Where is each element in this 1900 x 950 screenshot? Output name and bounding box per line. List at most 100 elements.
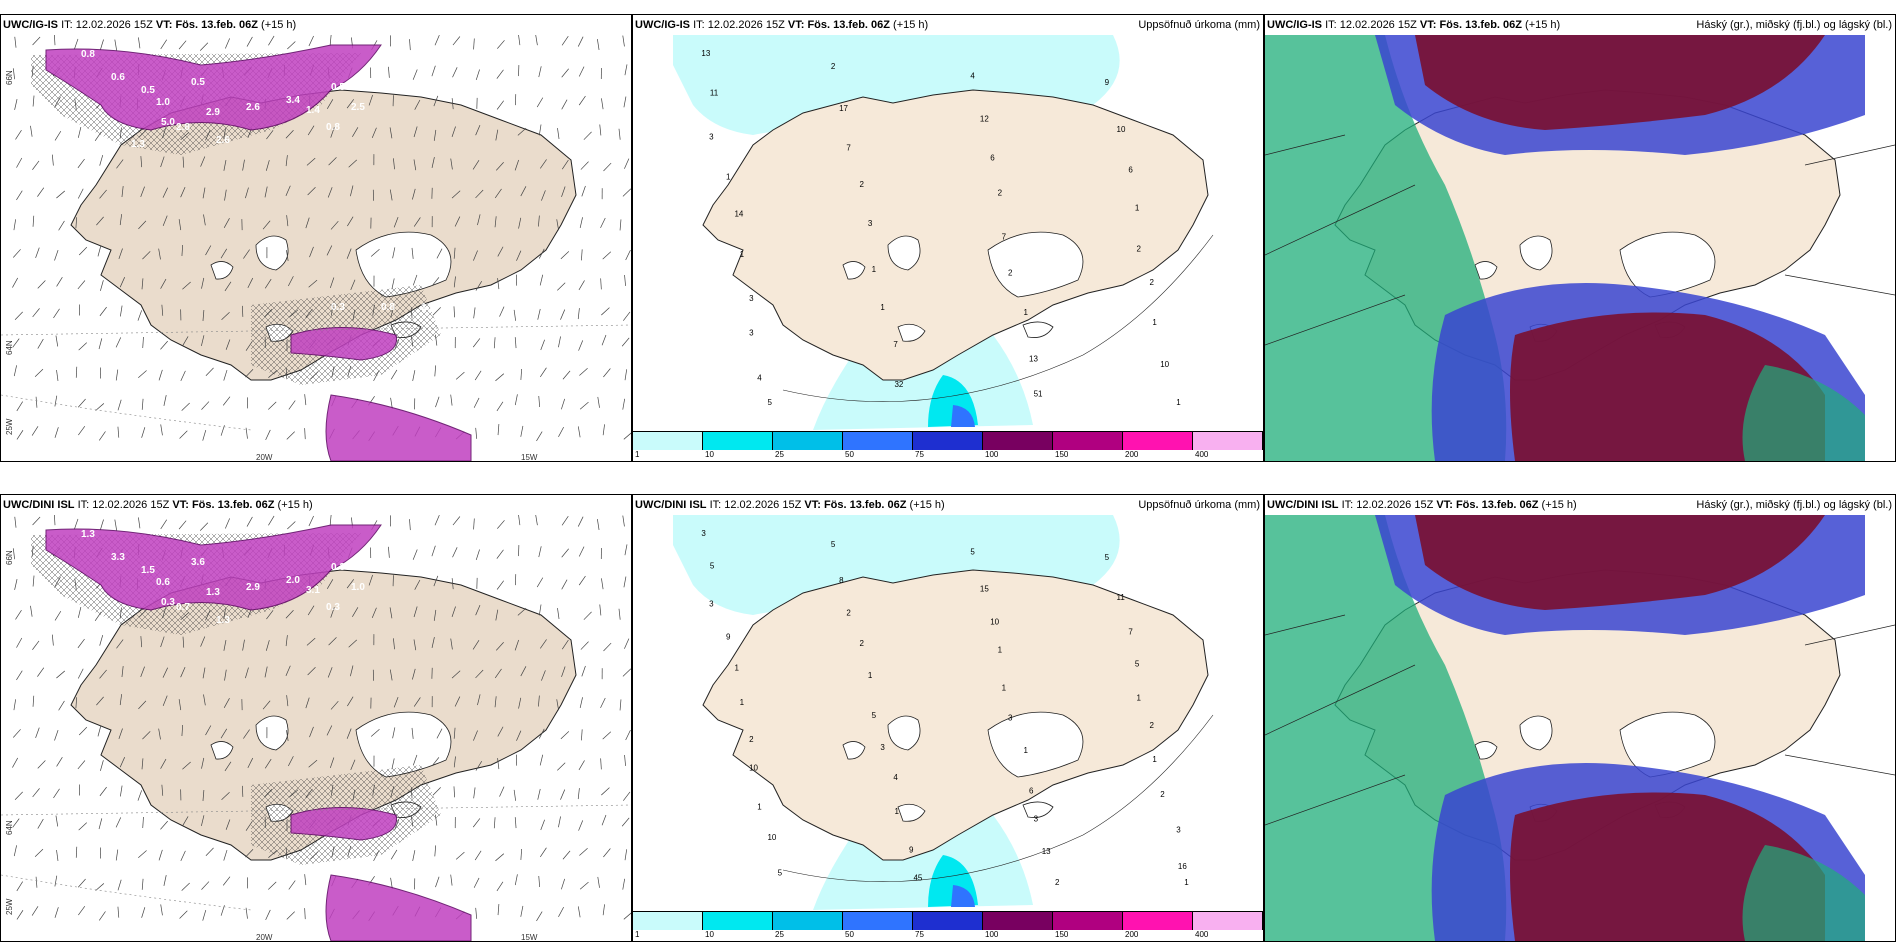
data-value-label: 0.3 bbox=[326, 602, 340, 613]
data-value-label: 0.8 bbox=[381, 302, 395, 313]
wind-barb bbox=[15, 610, 22, 620]
map-canvas[interactable]: 1.3 3.4 3.3 3.6 2.0 1.3 2.9 3.1 1.0 0.7 1.5 0.6 0.3 0… bbox=[1, 514, 631, 941]
wind-barb bbox=[433, 129, 437, 141]
wind-barb bbox=[224, 761, 232, 772]
colorbar-segment bbox=[773, 432, 843, 450]
wind-barb bbox=[286, 250, 289, 261]
data-value-label: 3 bbox=[868, 219, 873, 228]
wind-barb bbox=[556, 219, 559, 231]
wind-barb bbox=[579, 697, 583, 709]
colorbar-tick-label: 400 bbox=[1195, 930, 1209, 939]
wind-barb bbox=[138, 370, 147, 378]
wind-barb bbox=[346, 728, 352, 739]
wind-barb bbox=[577, 906, 581, 918]
data-value-label: 3.1 bbox=[306, 585, 320, 596]
wind-barb bbox=[142, 817, 144, 829]
wind-barb bbox=[539, 274, 544, 286]
wind-barb bbox=[475, 549, 480, 561]
wind-barb bbox=[410, 815, 414, 827]
precip-colorbar: 1 10 25 50 75 100 150 200 400 bbox=[633, 431, 1263, 461]
data-value-label: 1 bbox=[740, 250, 745, 259]
wind-barb bbox=[623, 96, 627, 108]
wind-barb bbox=[388, 66, 390, 78]
wind-barb bbox=[37, 760, 46, 769]
data-value-label: 3 bbox=[749, 328, 754, 337]
wind-barb bbox=[557, 282, 566, 291]
wind-barb bbox=[310, 851, 319, 860]
wind-barb bbox=[99, 519, 104, 531]
data-value-label: 3 bbox=[709, 599, 714, 608]
wind-barb bbox=[35, 876, 38, 888]
wind-barb bbox=[577, 36, 584, 47]
wind-barb bbox=[578, 760, 585, 771]
data-value-label: 3 bbox=[1176, 826, 1181, 835]
wind-barb bbox=[160, 156, 165, 168]
colorbar-tick-label: 200 bbox=[1125, 450, 1139, 459]
wind-barb bbox=[583, 131, 592, 140]
wind-barb bbox=[453, 276, 456, 288]
wind-barb bbox=[77, 188, 84, 199]
map-canvas[interactable] bbox=[1265, 35, 1895, 461]
grid-line bbox=[1, 804, 631, 816]
wind-barb bbox=[625, 249, 631, 261]
wind-barb bbox=[474, 850, 482, 861]
wind-barb bbox=[223, 698, 230, 708]
wind-barb bbox=[162, 127, 167, 139]
issue-time-value: 12.02.2026 15Z bbox=[1339, 19, 1417, 31]
data-value-label: 2.5 bbox=[361, 557, 375, 568]
wind-barb bbox=[535, 514, 538, 526]
wind-barb bbox=[56, 369, 59, 381]
wind-barb bbox=[579, 881, 589, 890]
wind-barb bbox=[389, 607, 393, 619]
wind-barb bbox=[12, 338, 20, 348]
map-canvas[interactable]: 13 2 4 9 11 17 12 10 3 7 6 6 1 2 2 1 14 3 7 2 1 1 2 2 3 1 1 1 3 7 13 10… bbox=[633, 35, 1263, 461]
wind-barb bbox=[475, 604, 481, 616]
valid-time-label: VT: bbox=[1419, 19, 1437, 31]
glacier bbox=[1022, 801, 1054, 818]
wind-barb bbox=[119, 127, 122, 139]
wind-barb bbox=[581, 729, 583, 741]
wind-barb bbox=[34, 848, 44, 858]
wind-barb bbox=[455, 371, 465, 380]
wind-barb bbox=[55, 335, 59, 347]
wind-barb bbox=[14, 516, 17, 528]
wind-barb bbox=[327, 667, 333, 678]
wind-barb bbox=[94, 611, 102, 622]
wind-barb bbox=[224, 281, 232, 292]
wind-barb bbox=[14, 311, 23, 321]
colorbar-segment bbox=[633, 432, 703, 450]
wind-barb bbox=[119, 214, 122, 226]
data-value-label: 2.5 bbox=[351, 102, 365, 113]
wind-barb bbox=[32, 516, 41, 526]
wind-barb bbox=[115, 337, 122, 348]
data-value-label: 0.3 bbox=[161, 597, 175, 608]
wind-barb bbox=[114, 519, 117, 531]
wind-barb bbox=[497, 424, 500, 436]
data-value-label: 9 bbox=[1105, 78, 1110, 87]
wind-barb bbox=[182, 281, 191, 290]
wind-barb bbox=[389, 189, 393, 201]
panel-title: UWC/IG-IS IT: 12.02.2026 15Z VT: Fös. 13… bbox=[1267, 19, 1560, 31]
wind-barb bbox=[329, 277, 335, 289]
wind-barb bbox=[199, 522, 209, 531]
data-value-label: 2 bbox=[1055, 878, 1060, 887]
map-canvas[interactable] bbox=[1265, 515, 1895, 941]
wind-barb bbox=[268, 370, 277, 378]
wind-barb bbox=[624, 638, 630, 649]
wind-barb bbox=[201, 815, 205, 827]
map-canvas[interactable]: 0.8 2.5 0.6 0.5 3.4 2.9 2.6 1.4 2.5 2.8 0.5 1.0 5.0 0… bbox=[1, 34, 631, 461]
data-value-label: 1 bbox=[880, 303, 885, 312]
wind-barb bbox=[97, 725, 102, 737]
wind-barb bbox=[95, 403, 105, 411]
wind-barb bbox=[557, 607, 560, 619]
wind-barb bbox=[268, 881, 277, 890]
wind-barb bbox=[121, 186, 124, 198]
wind-barb bbox=[162, 667, 169, 678]
wind-barb bbox=[160, 278, 167, 289]
wind-barb bbox=[223, 849, 228, 861]
wind-barb bbox=[497, 520, 505, 529]
data-value-label: 15 bbox=[980, 585, 989, 594]
map-canvas[interactable]: 3 5 5 5 5 8 15 11 3 2 10 7 9 2 1 5 1 1 1 1 1 5 3 2 2 3 1 1 10 4 6 2 1 1 3 3… bbox=[633, 515, 1263, 941]
data-value-label: 1 bbox=[1184, 878, 1189, 887]
wind-barb bbox=[352, 789, 356, 801]
